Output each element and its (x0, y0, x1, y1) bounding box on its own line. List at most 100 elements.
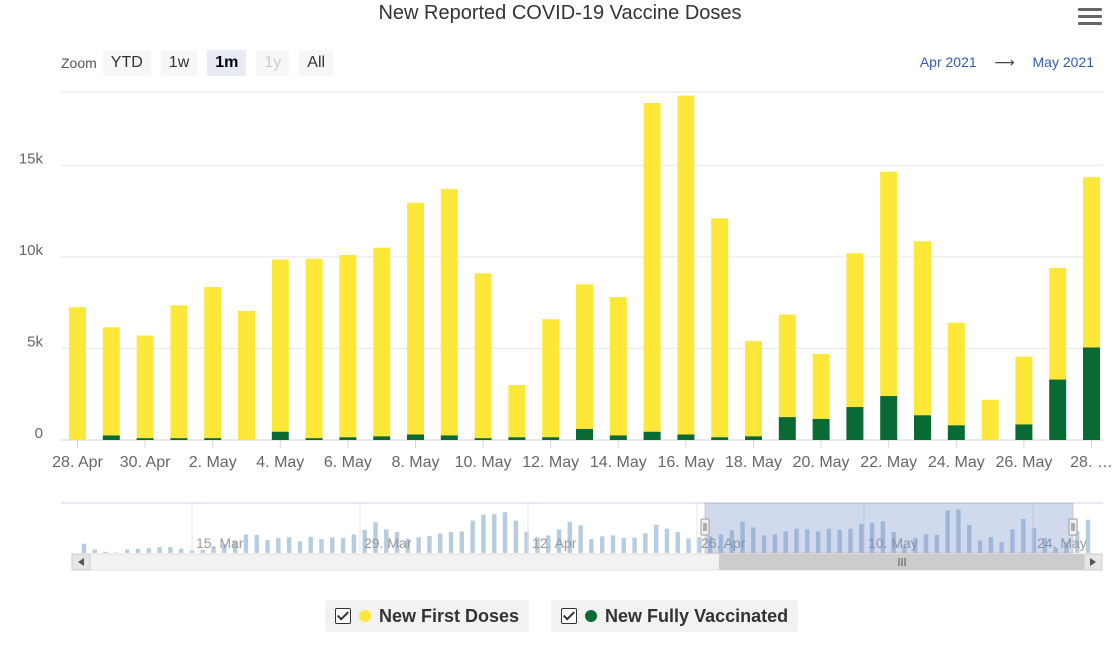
bar-first-doses[interactable] (170, 305, 188, 439)
navigator-left-handle[interactable] (700, 518, 710, 536)
bar-first-doses[interactable] (812, 353, 830, 419)
bar-fully-vaccinated[interactable] (339, 437, 357, 440)
bar-first-doses[interactable] (677, 95, 695, 435)
bar-first-doses[interactable] (271, 259, 289, 432)
legend-item-fully-vaccinated[interactable]: New Fully Vaccinated (551, 600, 799, 632)
range-arrow: ⟶ (994, 54, 1015, 70)
arrow-right-icon (1090, 558, 1096, 566)
checkbox-icon[interactable] (561, 608, 578, 624)
navigator-x-label: 10. May (868, 535, 918, 551)
bar-fully-vaccinated[interactable] (440, 435, 458, 440)
navigator-bar (556, 529, 562, 553)
bar-fully-vaccinated[interactable] (609, 435, 627, 440)
bar-first-doses[interactable] (880, 171, 898, 397)
bar-first-doses[interactable] (947, 322, 965, 426)
legend-dot-fully-vaccinated (585, 610, 598, 622)
bar-first-doses[interactable] (305, 258, 323, 439)
bar-fully-vaccinated[interactable] (170, 438, 188, 440)
y-tick-label: 10k (19, 242, 44, 259)
bar-fully-vaccinated[interactable] (271, 431, 289, 440)
bar-first-doses[interactable] (542, 319, 560, 438)
bar-fully-vaccinated[interactable] (474, 438, 492, 440)
navigator-bar (330, 537, 335, 553)
navigator-bar (967, 524, 972, 553)
bar-fully-vaccinated[interactable] (812, 418, 830, 440)
navigator-bar (297, 541, 303, 553)
bar-first-doses[interactable] (440, 189, 458, 436)
zoom-bar: Zoom YTD 1w 1m 1y All (61, 50, 343, 76)
bar-first-doses[interactable] (204, 287, 222, 439)
navigator-right-handle[interactable] (1068, 518, 1078, 536)
zoom-1m-button[interactable]: 1m (207, 50, 247, 76)
bar-first-doses[interactable] (609, 297, 627, 436)
bar-first-doses[interactable] (102, 327, 120, 436)
navigator-bar (308, 536, 313, 553)
navigator-bar (567, 521, 573, 553)
bar-first-doses[interactable] (643, 102, 661, 432)
bar-fully-vaccinated[interactable] (576, 429, 593, 440)
navigator-bar (599, 536, 605, 553)
zoom-1w-button[interactable]: 1w (160, 50, 198, 76)
zoom-ytd-button[interactable]: YTD (102, 50, 151, 76)
x-tick-label: 14. May (590, 454, 647, 471)
bar-first-doses[interactable] (778, 314, 796, 418)
bar-fully-vaccinated[interactable] (136, 438, 154, 440)
legend-item-first-doses[interactable]: New First Doses (325, 600, 530, 632)
bar-fully-vaccinated[interactable] (407, 434, 424, 440)
bar-fully-vaccinated[interactable] (914, 415, 931, 440)
bar-fully-vaccinated[interactable] (711, 437, 729, 440)
navigator-bar (362, 529, 367, 553)
bar-first-doses[interactable] (339, 255, 357, 438)
bar-fully-vaccinated[interactable] (373, 436, 391, 440)
zoom-all-button[interactable]: All (299, 50, 334, 76)
bar-fully-vaccinated[interactable] (204, 438, 222, 440)
bar-fully-vaccinated[interactable] (305, 438, 323, 440)
navigator-bar (977, 540, 983, 553)
bar-first-doses[interactable] (846, 253, 864, 408)
bar-fully-vaccinated[interactable] (1015, 424, 1033, 440)
navigator-bar (999, 542, 1004, 553)
bar-fully-vaccinated[interactable] (778, 417, 796, 440)
bar-first-doses[interactable] (508, 385, 526, 438)
range-to[interactable]: May 2021 (1032, 54, 1094, 70)
bar-fully-vaccinated[interactable] (880, 396, 898, 440)
x-tick-label: 26. May (995, 454, 1052, 471)
navigator-bar (1031, 527, 1037, 553)
bar-fully-vaccinated[interactable] (1083, 347, 1100, 440)
range-from[interactable]: Apr 2021 (919, 54, 977, 70)
bar-first-doses[interactable] (136, 335, 154, 439)
navigator-bar (783, 531, 788, 553)
bar-first-doses[interactable] (914, 241, 931, 416)
navigator-selection-mask[interactable] (704, 502, 1074, 554)
bar-fully-vaccinated[interactable] (947, 425, 965, 440)
bar-fully-vaccinated[interactable] (542, 437, 560, 440)
bar-first-doses[interactable] (745, 341, 762, 437)
bar-first-doses[interactable] (711, 218, 729, 438)
bar-fully-vaccinated[interactable] (1049, 379, 1067, 440)
zoom-1y-button: 1y (256, 50, 290, 76)
bar-first-doses[interactable] (474, 273, 492, 439)
bar-first-doses[interactable] (69, 307, 86, 440)
navigator-bar (427, 536, 432, 553)
bar-first-doses[interactable] (576, 284, 593, 430)
bar-first-doses[interactable] (373, 247, 391, 437)
bar-fully-vaccinated[interactable] (643, 431, 661, 440)
bar-first-doses[interactable] (238, 310, 255, 440)
navigator-bar (664, 528, 670, 553)
bar-first-doses[interactable] (1049, 267, 1067, 380)
bar-first-doses[interactable] (981, 399, 999, 440)
navigator[interactable]: 15. Mar 29. Mar 12. Apr 26. Apr 10. May 24. M… (0, 495, 1120, 585)
checkbox-icon[interactable] (335, 608, 351, 624)
bar-first-doses[interactable] (407, 202, 424, 435)
navigator-x-label: 12. Apr (532, 535, 577, 551)
bar-first-doses[interactable] (1083, 177, 1100, 348)
bar-fully-vaccinated[interactable] (846, 407, 864, 440)
menu-icon[interactable] (1078, 8, 1102, 28)
bar-fully-vaccinated[interactable] (677, 434, 695, 440)
navigator-bar (459, 531, 465, 553)
bar-fully-vaccinated[interactable] (102, 435, 120, 440)
navigator-bar (923, 534, 929, 553)
bar-first-doses[interactable] (1015, 356, 1033, 425)
bar-fully-vaccinated[interactable] (745, 436, 762, 440)
bar-fully-vaccinated[interactable] (508, 437, 526, 440)
